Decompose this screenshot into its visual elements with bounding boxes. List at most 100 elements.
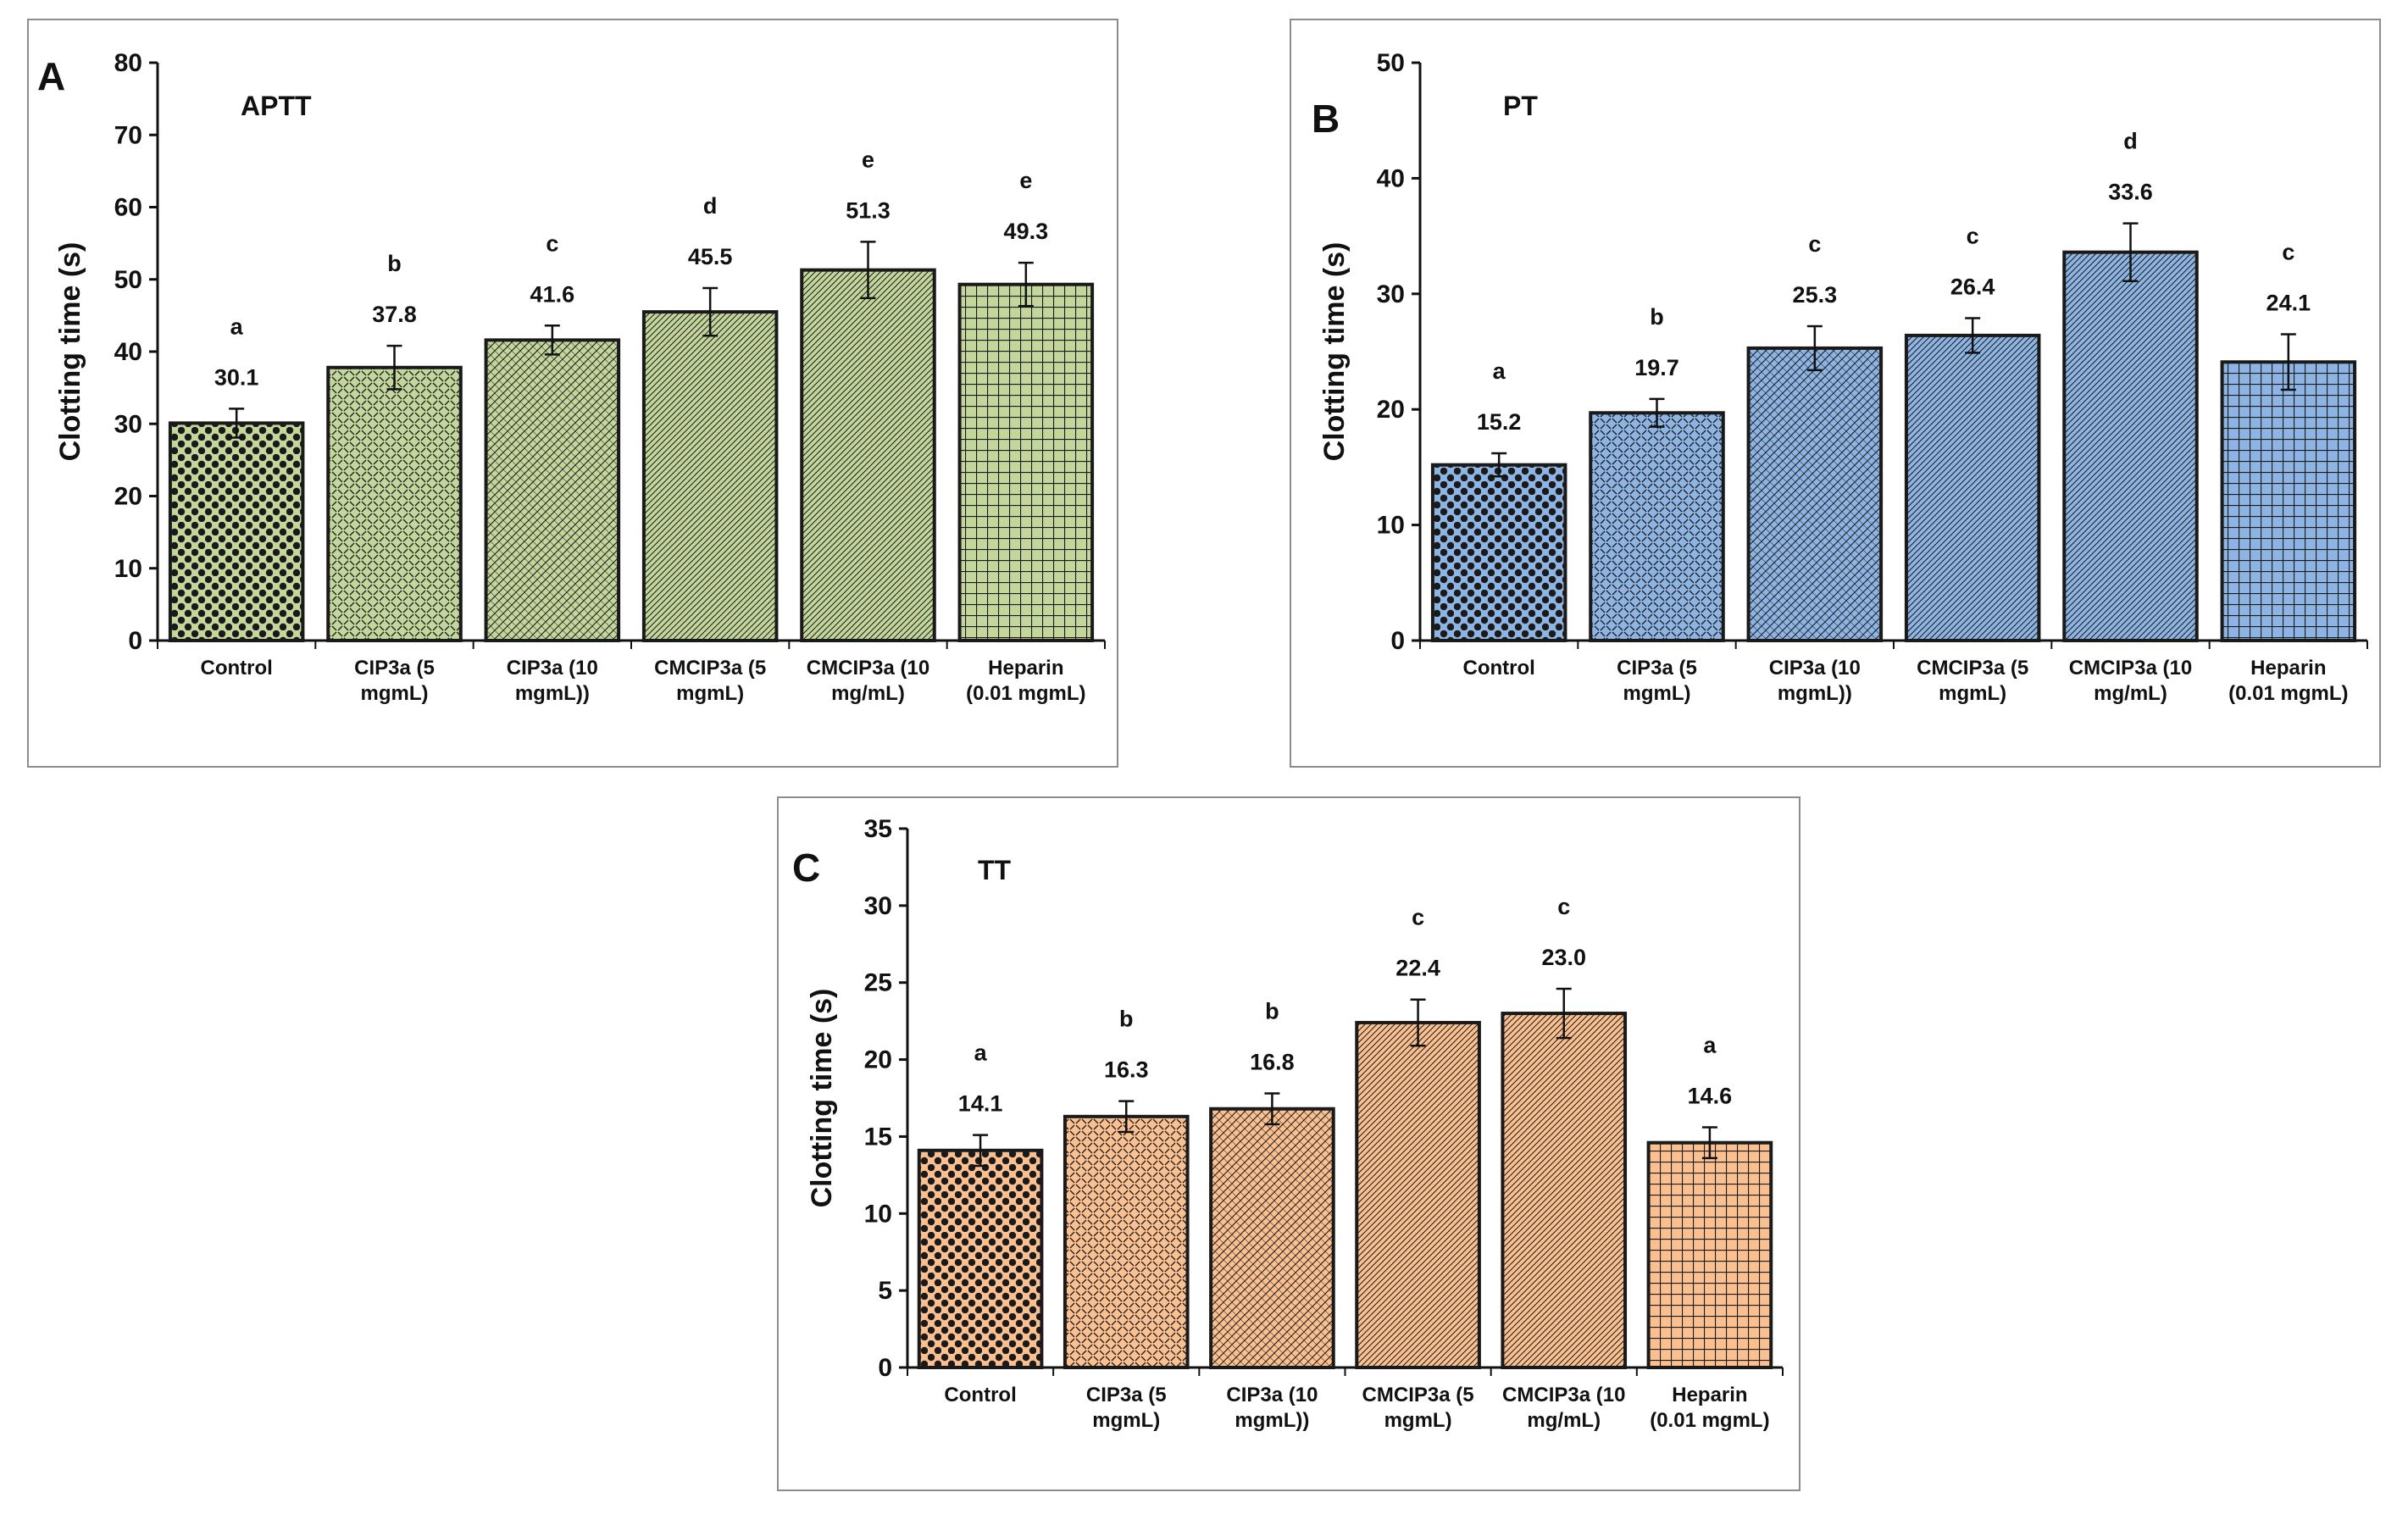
significance-letter: b (1265, 999, 1279, 1024)
x-tick-label: mg/mL) (831, 682, 905, 705)
x-tick-label: mgmL)) (515, 682, 590, 705)
y-tick-label: 30 (864, 892, 892, 920)
x-tick-label: Heparin (988, 657, 1063, 680)
chart-panel-a: A APTT Clotting time (s) 0 10 20 30 40 50 60 70 80 3… (27, 19, 1118, 768)
significance-letter: a (974, 1040, 988, 1066)
bar (641, 310, 779, 642)
data-label: 33.6 (2108, 180, 2153, 205)
bar (484, 338, 621, 642)
y-tick-label: 40 (1377, 164, 1405, 192)
y-axis-label: Clotting time (s) (1318, 242, 1351, 462)
y-tick-label: 40 (114, 338, 142, 366)
x-tick-label: CIP3a (5 (1617, 657, 1697, 680)
x-tick-label: Heparin (1672, 1384, 1747, 1406)
significance-letter: c (1412, 905, 1424, 930)
bar (1746, 346, 1884, 642)
chart-svg-c: C TT Clotting time (s) 0 5 10 15 20 25 30 35 14.1 a C… (792, 815, 1784, 1432)
x-tick-label: CMCIP3a (10 (1502, 1384, 1625, 1406)
x-tick-label: CMCIP3a (5 (654, 657, 766, 680)
x-tick-label: mg/mL) (2094, 682, 2167, 705)
data-label: 37.8 (372, 302, 417, 327)
y-tick-label: 10 (864, 1200, 892, 1228)
y-tick-label: 10 (114, 555, 142, 583)
y-tick-label: 70 (114, 121, 142, 149)
bar (1355, 1020, 1481, 1369)
x-tick-label: CIP3a (10 (1226, 1384, 1318, 1406)
x-tick-label: (0.01 mgmL) (1650, 1409, 1769, 1432)
y-axis-label: Clotting time (s) (806, 989, 838, 1208)
bar (1209, 1107, 1335, 1369)
x-tick-label: (0.01 mgmL) (966, 682, 1085, 705)
chart-panel-c: C TT Clotting time (s) 0 5 10 15 20 25 30 35 14.1 a C… (777, 796, 1800, 1491)
x-tick-label: mgmL) (1623, 682, 1691, 705)
y-tick-label: 30 (1377, 280, 1405, 308)
x-tick-label: CMCIP3a (10 (807, 657, 929, 680)
significance-letter: b (1119, 1007, 1134, 1032)
y-tick-label: 20 (1377, 396, 1405, 424)
x-tick-label: mgmL) (361, 682, 429, 705)
significance-letter: a (230, 313, 244, 339)
data-label: 14.1 (958, 1091, 1003, 1117)
significance-letter: d (703, 193, 718, 219)
x-tick-label: CMCIP3a (5 (1917, 657, 2028, 680)
significance-letter: c (1557, 894, 1570, 919)
significance-letter: c (2282, 240, 2294, 265)
data-label: 16.8 (1250, 1050, 1295, 1075)
bar (1063, 1114, 1190, 1369)
x-tick-label: mgmL) (1384, 1409, 1452, 1432)
x-tick-label: mgmL) (1939, 682, 2006, 705)
x-tick-label: mgmL)) (1235, 1409, 1309, 1432)
y-tick-label: 25 (864, 969, 892, 997)
bar (326, 365, 463, 642)
bar (800, 268, 936, 642)
y-tick-label: 30 (114, 410, 142, 438)
x-tick-label: mgmL)) (1778, 682, 1852, 705)
data-label: 16.3 (1104, 1057, 1149, 1083)
data-label: 25.3 (1793, 282, 1838, 308)
data-label: 51.3 (846, 197, 891, 223)
bar (1501, 1012, 1628, 1370)
x-tick-label: CMCIP3a (5 (1362, 1384, 1474, 1406)
y-tick-label: 10 (1377, 512, 1405, 540)
x-tick-label: CIP3a (5 (1086, 1384, 1167, 1406)
bar (2220, 360, 2357, 642)
bar (1589, 411, 1725, 642)
x-tick-label: mgmL) (676, 682, 744, 705)
x-tick-label: Control (201, 657, 273, 680)
chart-svg-a: A APTT Clotting time (s) 0 10 20 30 40 50 60 70 80 3… (37, 49, 1106, 705)
significance-letter: c (546, 230, 558, 256)
bar (168, 421, 305, 642)
y-tick-label: 20 (114, 483, 142, 511)
bar (957, 282, 1095, 642)
y-tick-label: 60 (114, 194, 142, 222)
significance-letter: b (387, 251, 402, 276)
y-axis-label: Clotting time (s) (54, 242, 86, 462)
significance-letter: a (1493, 358, 1506, 384)
x-tick-label: CIP3a (10 (1769, 657, 1861, 680)
data-label: 24.1 (2267, 291, 2311, 316)
bar (917, 1148, 1044, 1369)
chart-svg-b: B PT Clotting time (s) 0 10 20 30 40 50 15.2 a Cont… (1312, 49, 2368, 705)
x-tick-label: CMCIP3a (10 (2069, 657, 2192, 680)
significance-letter: e (1019, 168, 1032, 193)
x-tick-label: (0.01 mgmL) (2228, 682, 2348, 705)
chart-title: TT (978, 855, 1012, 885)
y-tick-label: 20 (864, 1046, 892, 1074)
data-label: 30.1 (214, 364, 259, 390)
chart-panel-b: B PT Clotting time (s) 0 10 20 30 40 50 15.2 a Cont… (1290, 19, 2381, 768)
panel-letter: C (792, 846, 820, 890)
panel-letter: B (1312, 97, 1340, 141)
x-tick-label: mgmL) (1092, 1409, 1160, 1432)
data-label: 22.4 (1395, 956, 1440, 981)
bar (1430, 463, 1567, 642)
y-tick-label: 35 (864, 815, 892, 843)
significance-letter: e (862, 147, 874, 172)
y-tick-label: 0 (878, 1354, 892, 1382)
chart-title: APTT (241, 91, 312, 121)
data-label: 19.7 (1634, 355, 1679, 380)
significance-letter: b (1650, 304, 1664, 330)
significance-letter: c (1967, 223, 1979, 248)
y-tick-label: 0 (128, 627, 142, 655)
x-tick-label: Control (944, 1384, 1016, 1406)
bar (1646, 1140, 1773, 1369)
